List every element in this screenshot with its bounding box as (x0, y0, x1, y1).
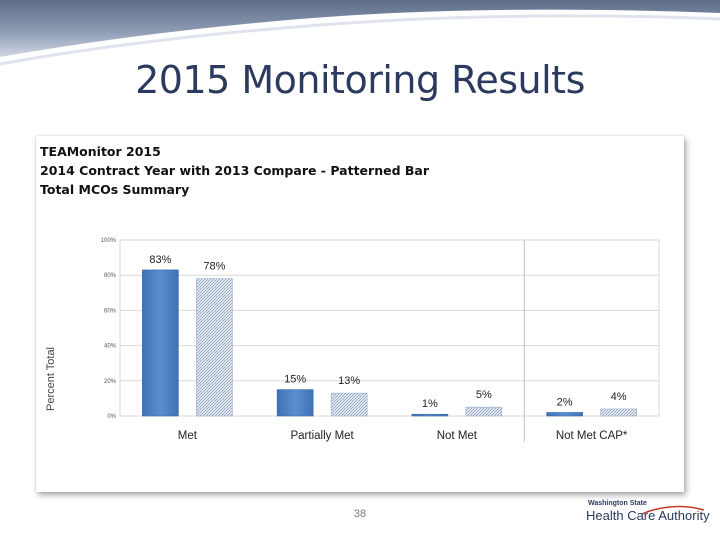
data-label: 5% (476, 389, 492, 401)
y-tick-label: 100% (101, 238, 117, 244)
x-tick-label: Not Met (437, 430, 478, 442)
logo-main-text: Health Care Authority (586, 508, 710, 523)
data-label: 15% (284, 374, 306, 386)
chart-header-line-2: 2014 Contract Year with 2013 Compare - P… (40, 163, 430, 178)
data-label: 13% (338, 375, 360, 387)
data-label: 4% (611, 391, 627, 403)
bar-met-series-2 (196, 278, 233, 417)
x-tick-label: Met (178, 430, 198, 442)
data-label: 78% (203, 261, 225, 273)
data-label: 2% (557, 396, 573, 408)
hca-logo: Washington State Health Care Authority (586, 500, 710, 528)
slide-title: 2015 Monitoring Results (135, 58, 585, 102)
bar-not-met-series-2 (465, 406, 503, 417)
x-tick-label: Partially Met (290, 430, 354, 442)
y-tick-label: 60% (104, 308, 117, 314)
y-tick-label: 80% (104, 273, 117, 279)
bar-not-met-cap-series-1 (546, 412, 583, 417)
y-tick-label: 40% (104, 344, 117, 350)
logo-swoosh-icon (641, 505, 705, 515)
bar-met-series-1 (142, 269, 179, 417)
bar-partially-met-series-1 (276, 389, 314, 417)
data-label: 1% (422, 398, 438, 410)
chart-card: TEAMonitor 2015 2014 Contract Year with … (36, 136, 684, 492)
header-band (0, 0, 720, 66)
chart-header-line-1: TEAMonitor 2015 (40, 144, 161, 159)
bar-not-met-cap-series-2 (600, 408, 637, 417)
bar-chart: 83% 78% 15% 13% 1% 5% 2% 4% 0% 20% 40% 60% 80% 100% M… (45, 238, 660, 442)
y-axis-title: Percent Total (45, 347, 57, 411)
page-number: 38 (353, 508, 367, 520)
y-tick-label: 0% (107, 414, 116, 420)
chart-header-line-3: Total MCOs Summary (40, 182, 190, 197)
bar-not-met-series-1 (411, 413, 449, 417)
x-tick-label: Not Met CAP* (556, 430, 628, 442)
y-tick-label: 20% (104, 379, 117, 385)
bar-partially-met-series-2 (330, 392, 368, 417)
data-label: 83% (149, 254, 171, 266)
logo-small-text: Washington State (588, 500, 647, 507)
